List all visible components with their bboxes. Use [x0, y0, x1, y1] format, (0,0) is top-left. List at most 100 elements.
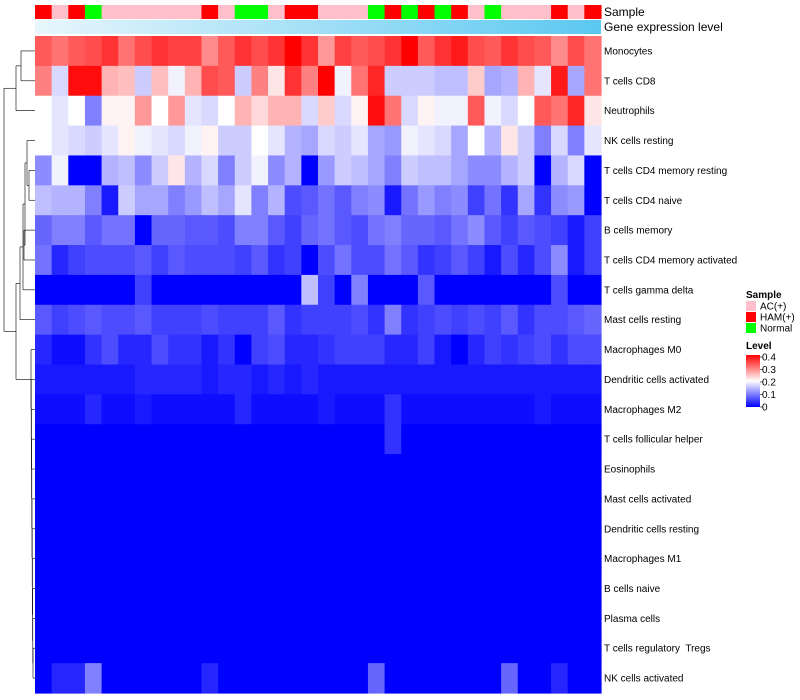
heatmap-cell: [351, 424, 369, 455]
heatmap-cell: [584, 513, 602, 545]
heatmap-cell: [501, 424, 519, 455]
heatmap-cell: [118, 364, 136, 395]
expression-annotation-bar: [35, 20, 601, 34]
heatmap-cell: [35, 155, 53, 186]
heatmap-cell: [151, 513, 169, 545]
heatmap-cell: [118, 155, 136, 186]
heatmap-cell: [218, 185, 236, 216]
heatmap-cell: [551, 215, 569, 246]
heatmap-cell: [284, 95, 302, 127]
heatmap-cell: [201, 603, 219, 634]
heatmap-cell: [101, 364, 119, 395]
heatmap-cell: [484, 513, 502, 545]
heatmap-cell: [434, 573, 452, 605]
heatmap-cell: [268, 65, 286, 97]
heatmap-cell: [434, 633, 452, 664]
heatmap-cell: [251, 65, 269, 97]
heatmap-cell: [551, 334, 569, 366]
sample-annotation-cell: [268, 5, 286, 19]
heatmap-cell: [517, 543, 536, 575]
heatmap-cell: [451, 65, 469, 97]
sample-annotation-cell: [168, 5, 186, 19]
sample-annotation-cell: [401, 5, 419, 19]
heatmap-cell: [284, 633, 302, 664]
heatmap-cell: [151, 424, 169, 455]
heatmap-cell: [567, 603, 585, 634]
heatmap-cell: [467, 543, 486, 575]
row-label: B cells memory: [604, 226, 672, 237]
heatmap-cell: [251, 304, 269, 336]
heatmap-cell: [467, 125, 486, 157]
heatmap-cell: [151, 125, 169, 157]
heatmap-cell: [567, 573, 585, 605]
heatmap-cell: [284, 215, 302, 246]
heatmap-cell: [318, 36, 336, 67]
heatmap-cell: [268, 304, 286, 336]
heatmap-cell: [367, 274, 386, 306]
heatmap-cell: [118, 603, 136, 634]
heatmap-cell: [484, 603, 502, 634]
heatmap-cell: [35, 454, 53, 485]
sample-annotation-bar: [35, 5, 602, 19]
heatmap-cell: [401, 573, 419, 605]
level-tick-label: 0: [762, 403, 768, 414]
heatmap-cell: [367, 185, 386, 216]
heatmap-cell: [401, 454, 419, 485]
heatmap-cell: [184, 513, 203, 545]
heatmap-cell: [301, 424, 319, 455]
heatmap-cell: [268, 36, 286, 67]
heatmap-cell: [234, 65, 253, 97]
heatmap-cell: [367, 573, 386, 605]
heatmap-cell: [301, 304, 319, 336]
heatmap-cell: [467, 513, 486, 545]
heatmap-cell: [384, 215, 402, 246]
sample-annotation-cell: [351, 5, 369, 19]
heatmap-cell: [484, 543, 502, 575]
heatmap-cell: [168, 483, 186, 515]
heatmap-cell: [334, 155, 352, 186]
heatmap-cell: [534, 424, 552, 455]
heatmap-cell: [184, 304, 203, 336]
level-tick-label: 0.1: [762, 390, 776, 401]
heatmap-cell: [534, 483, 552, 515]
heatmap-cell: [35, 304, 53, 336]
heatmap-cell: [118, 185, 136, 216]
heatmap-cell: [584, 215, 602, 246]
heatmap-cell: [351, 155, 369, 186]
heatmap-cell: [151, 663, 169, 694]
heatmap-cell: [168, 245, 186, 276]
heatmap-cell: [451, 394, 469, 425]
heatmap-cell: [151, 95, 169, 127]
heatmap-cell: [51, 633, 69, 664]
heatmap-cell: [118, 424, 136, 455]
heatmap-cell: [118, 65, 136, 97]
heatmap-cell: [284, 483, 302, 515]
heatmap-cell: [101, 573, 119, 605]
heatmap-cell: [101, 394, 119, 425]
heatmap-cell: [534, 95, 552, 127]
heatmap-cell: [551, 483, 569, 515]
heatmap-cell: [451, 513, 469, 545]
heatmap-cell: [284, 36, 302, 67]
heatmap-cell: [434, 65, 452, 97]
heatmap-cell: [84, 304, 103, 336]
heatmap-cell: [334, 513, 352, 545]
heatmap-cell: [351, 95, 369, 127]
heatmap-cell: [567, 125, 585, 157]
sample-annotation-cell: [517, 5, 536, 19]
heatmap-cell: [484, 334, 502, 366]
heatmap-cell: [234, 304, 253, 336]
heatmap-cell: [184, 65, 203, 97]
heatmap-cell: [168, 155, 186, 186]
row-label: Mast cells activated: [604, 494, 691, 505]
heatmap-cell: [484, 215, 502, 246]
heatmap-cell: [467, 334, 486, 366]
heatmap-cell: [284, 304, 302, 336]
heatmap-cell: [168, 394, 186, 425]
heatmap-cell: [517, 633, 536, 664]
heatmap-cell: [501, 454, 519, 485]
heatmap-cell: [68, 125, 86, 157]
heatmap-cell: [35, 543, 53, 575]
heatmap-cell: [84, 364, 103, 395]
heatmap-cell: [68, 215, 86, 246]
